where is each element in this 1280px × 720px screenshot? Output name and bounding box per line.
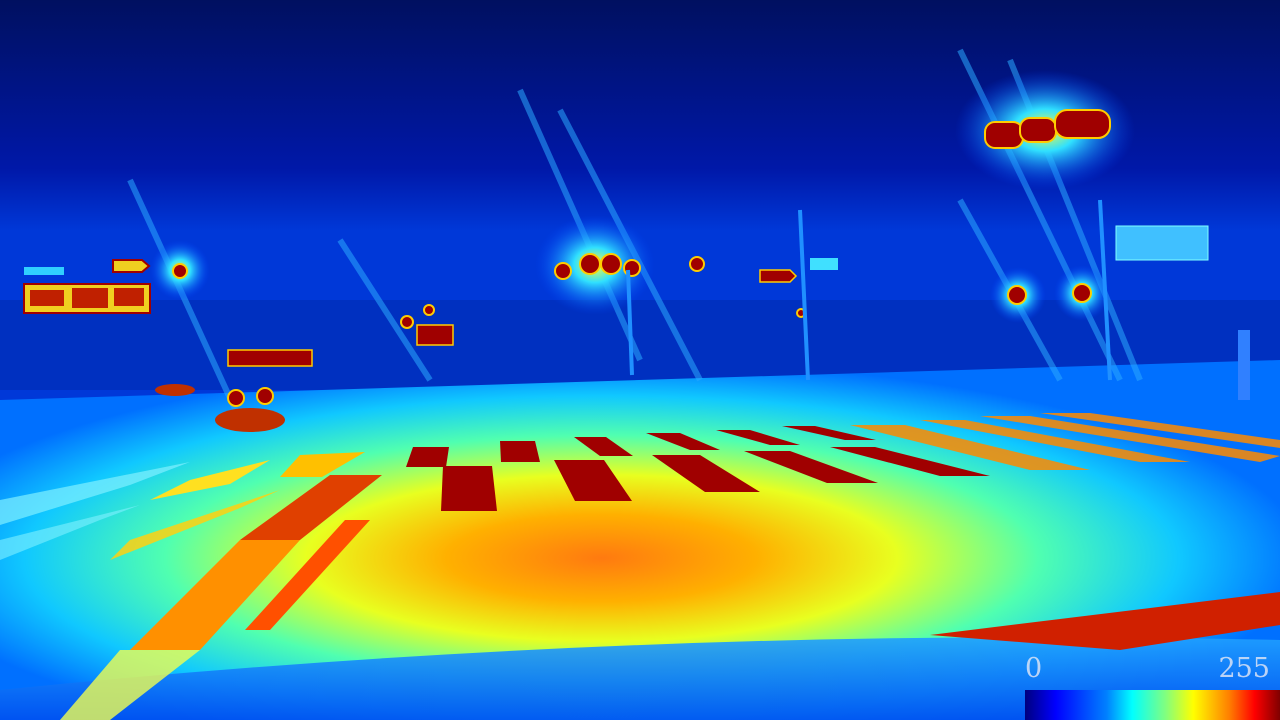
sign-center-arrow	[760, 270, 796, 282]
sign-center-blue	[810, 258, 838, 270]
sign-billboard	[417, 325, 453, 345]
sign-left-small	[24, 267, 64, 275]
colorbar: 0 255	[1025, 652, 1280, 720]
sign-left-arrow	[113, 260, 149, 272]
pedestrian	[1238, 330, 1250, 400]
colorbar-min-label: 0	[1025, 652, 1042, 686]
colorbar-max-label: 255	[1218, 652, 1270, 686]
sign-right-blue	[1116, 226, 1208, 260]
colorbar-gradient	[1025, 690, 1280, 720]
sign-low-left	[228, 350, 312, 366]
